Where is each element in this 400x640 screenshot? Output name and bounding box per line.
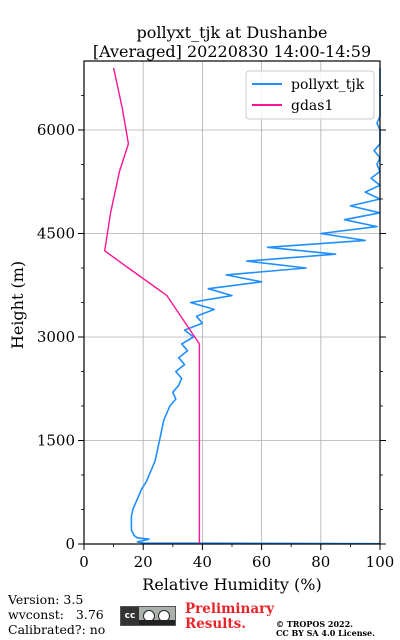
copyright-line-1: © TROPOS 2022. xyxy=(276,619,353,629)
cc-badge-strip xyxy=(139,620,175,625)
preliminary-line-2: Results. xyxy=(185,616,246,632)
chart-title: pollyxt_tjk at Dushanbe xyxy=(136,23,327,42)
y-tick-label: 0 xyxy=(65,535,75,553)
x-tick-label: 60 xyxy=(252,553,271,571)
series-line-gdas1 xyxy=(103,67,201,544)
y-tick-label: 1500 xyxy=(37,432,75,450)
footer-info: Version: 3.5 wvconst: 3.76 Calibrated?: … xyxy=(8,592,105,637)
x-tick-label: 0 xyxy=(79,553,89,571)
legend-label-pollyxt: pollyxt_tjk xyxy=(291,77,365,93)
wvconst-text: wvconst: 3.76 xyxy=(8,607,104,622)
copyright-notice: © TROPOS 2022. CC BY SA 4.0 License. xyxy=(276,620,375,638)
preliminary-line-1: Preliminary xyxy=(185,601,275,617)
series-line-pollyxt-tjk xyxy=(130,67,381,545)
x-tick-label: 20 xyxy=(134,553,153,571)
y-tick-label: 3000 xyxy=(37,328,75,346)
copyright-line-2: CC BY SA 4.0 License. xyxy=(276,628,375,638)
y-axis-label: Height (m) xyxy=(8,261,27,349)
preliminary-notice: Preliminary Results. xyxy=(185,602,274,632)
y-tick-label: 6000 xyxy=(37,121,75,139)
x-tick-label: 40 xyxy=(193,553,212,571)
x-tick-label: 100 xyxy=(366,553,395,571)
legend-label-gdas1: gdas1 xyxy=(291,98,333,114)
series-layer xyxy=(103,67,381,545)
version-text: Version: 3.5 xyxy=(8,592,84,607)
calibrated-text: Calibrated?: no xyxy=(8,622,106,637)
legend: pollyxt_tjk gdas1 xyxy=(245,70,375,120)
x-axis-label: Relative Humidity (%) xyxy=(142,575,321,594)
cc-license-badge: cc xyxy=(120,606,176,626)
cc-logo-icon: cc xyxy=(121,607,139,625)
y-tick-label: 4500 xyxy=(37,225,75,243)
plot-frame xyxy=(83,60,381,545)
chart-subtitle: [Averaged] 20220830 14:00-14:59 xyxy=(93,42,371,61)
x-tick-label: 80 xyxy=(311,553,330,571)
tick-layer: 0 20 40 60 80 100 0 1500 3000 4500 6000 xyxy=(37,95,395,571)
grid-layer xyxy=(84,61,380,544)
